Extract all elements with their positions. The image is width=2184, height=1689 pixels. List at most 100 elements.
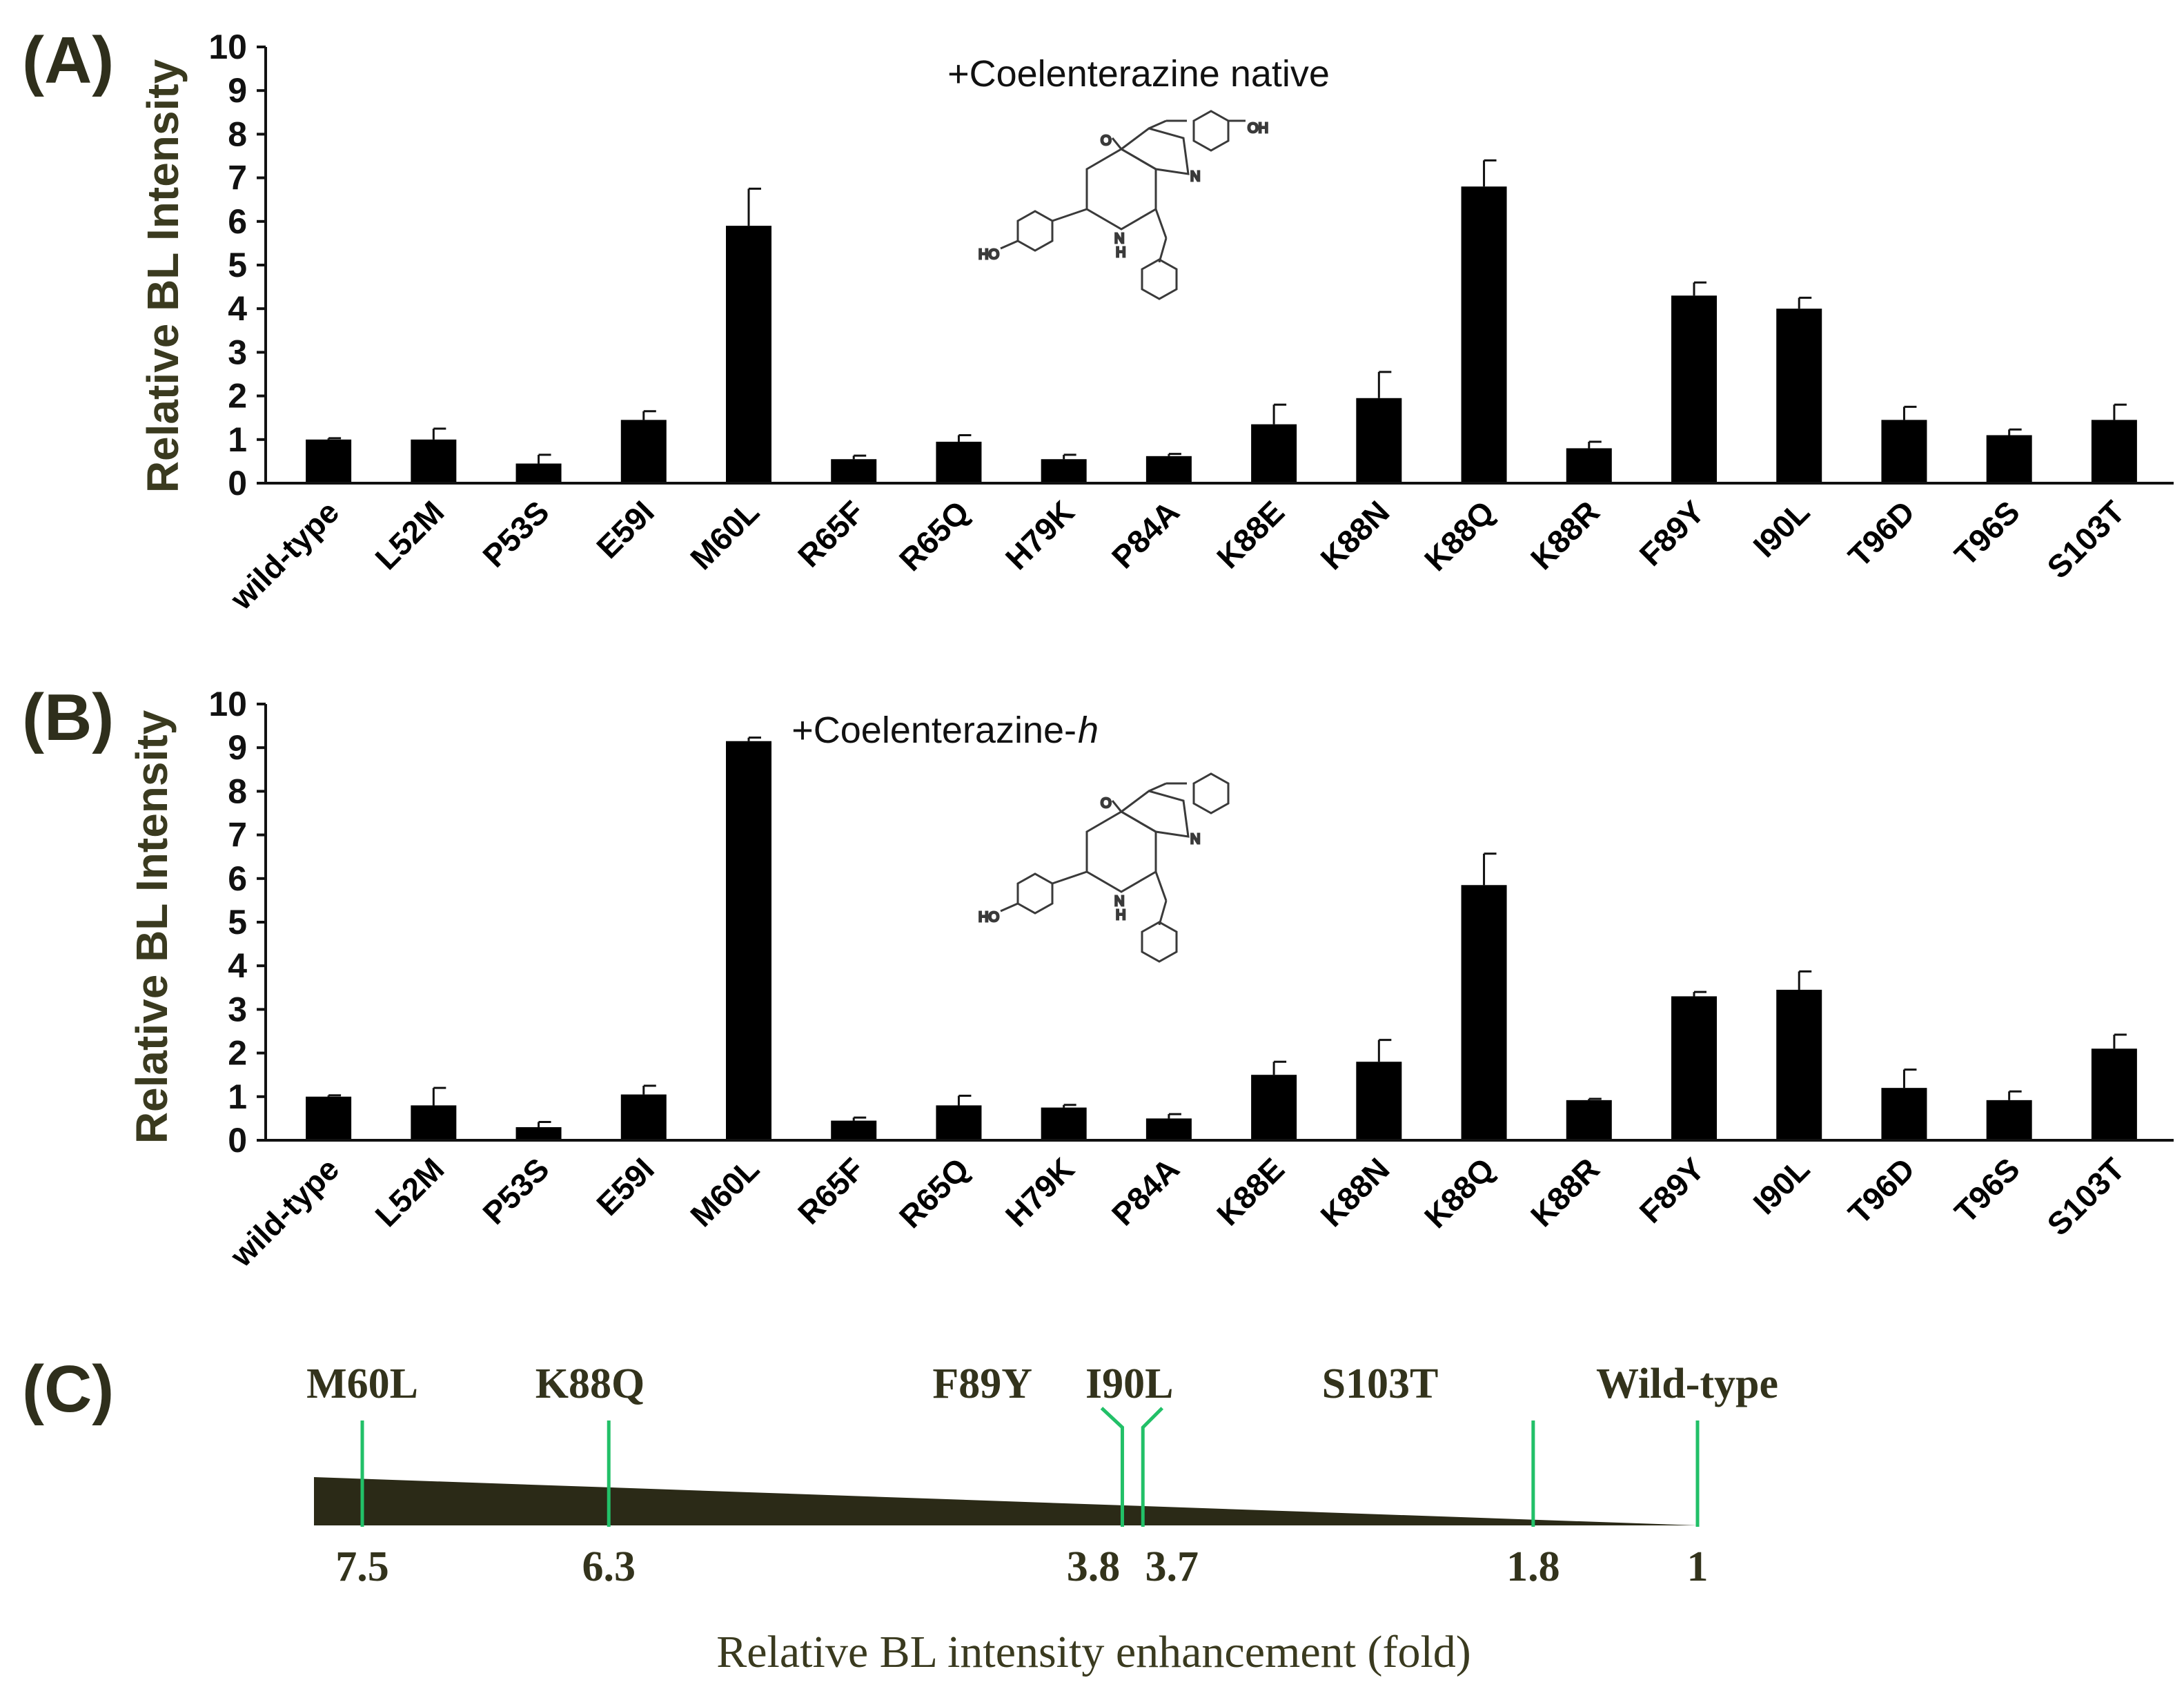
panel-b-category-label: F89Y <box>1633 1151 1712 1230</box>
marker-name-k88q: K88Q <box>535 1360 645 1407</box>
panel-b-category-label: L52M <box>368 1151 451 1233</box>
panel-b-bar-e59i <box>620 1094 667 1140</box>
panel-a-category-label: I90L <box>1746 494 1816 564</box>
panel-b-category-label: H79K <box>998 1151 1081 1233</box>
panel-a-category-label: P84A <box>1105 494 1186 575</box>
panel-b-bar-r65q <box>936 1105 982 1140</box>
panel-b-category-label: R65Q <box>892 1151 976 1235</box>
panel-a-category-labels: wild-type L52M P53S E59I M60L R65F R65Q H79K P84… <box>223 494 2132 616</box>
panel-b-bar-k88r <box>1566 1100 1612 1140</box>
panel-b-y-tick-label: 1 <box>228 1077 247 1116</box>
panel-b-bar-wild-type <box>306 1096 352 1140</box>
molecule-b-hydroxyl-left: HO <box>978 910 999 925</box>
panel-b-bars <box>306 736 2137 1140</box>
panel-b-category-label: T96S <box>1947 1151 2027 1230</box>
panel-a-y-tick-label: 6 <box>228 202 247 241</box>
panel-b-bar-p53s <box>515 1127 562 1140</box>
panel-b-label: (B) <box>22 681 114 754</box>
panel-a-bar-t96s <box>1986 435 2032 483</box>
panel-b-y-tick-label: 9 <box>228 728 247 767</box>
panel-a-category-label: H79K <box>998 494 1081 576</box>
panel-a-category-label: P53S <box>475 494 555 574</box>
molecule-coelenterazine-h: O N N H HO <box>978 772 1230 963</box>
panel-a-bar-e59i <box>620 420 667 483</box>
panel-b-category-label: R65F <box>791 1151 871 1231</box>
panel-a-bar-i90l <box>1776 309 1822 483</box>
molecule-b-oxygen: O <box>1101 796 1112 811</box>
panel-b-y-tick-label: 2 <box>228 1034 247 1073</box>
enhancement-markers: M60L 7.5 K88Q 6.3 F89Y 3.8 I90L 3.7 S103T 1.8 Wild… <box>306 1360 1778 1590</box>
panel-b-category-label: K88N <box>1313 1151 1396 1233</box>
panel-a-category-label: T96D <box>1841 494 1921 574</box>
marker-name-wild-type: Wild-type <box>1596 1360 1778 1407</box>
panel-a-category-label: K88E <box>1210 494 1291 575</box>
marker-name-s103t: S103T <box>1322 1360 1439 1407</box>
marker-fold-k88q: 6.3 <box>582 1543 636 1590</box>
panel-b-category-label: wild-type <box>223 1151 346 1273</box>
panel-b-category-label: S103T <box>2040 1151 2132 1242</box>
panel-a-y-tick-label: 4 <box>228 289 247 328</box>
panel-b-bar-i90l <box>1776 989 1822 1140</box>
molecule-b-amine-h: H <box>1116 908 1125 923</box>
panel-a-category-label: R65F <box>791 494 871 574</box>
molecule-coelenterazine-native: O N N H OH HO <box>978 110 1270 300</box>
molecule-b-nitrogen: N <box>1190 832 1200 847</box>
panel-a-bar-k88n <box>1356 398 1402 483</box>
marker-name-f89y: F89Y <box>932 1360 1032 1407</box>
panel-a-y-ticks: 0 1 2 3 4 5 6 7 8 9 10 <box>208 28 266 502</box>
panel-a-bar-l52m <box>411 439 457 483</box>
panel-b-y-tick-label: 6 <box>228 859 247 898</box>
panel-b-category-label: P84A <box>1105 1151 1186 1232</box>
marker-line-f89y <box>1100 1407 1124 1527</box>
panel-b-category-labels: wild-type L52M P53S E59I M60L R65F R65Q H79K P84… <box>223 1151 2132 1273</box>
panel-b-bar-k88n <box>1356 1062 1402 1140</box>
panel-a-bar-p84a <box>1145 456 1192 483</box>
panel-b-chart-title-italic: h <box>1078 710 1099 751</box>
panel-a: (A) Relative BL Intensity +Coelenterazin… <box>22 23 2174 617</box>
marker-fold-s103t: 1.8 <box>1506 1543 1560 1590</box>
panel-a-category-label: T96S <box>1947 494 2027 573</box>
panel-b-y-ticks: 0 1 2 3 4 5 6 7 8 9 10 <box>208 685 266 1160</box>
panel-b-y-tick-label: 8 <box>228 772 247 810</box>
panel-b-bar-m60l <box>726 741 771 1140</box>
panel-a-bar-m60l <box>726 226 771 483</box>
marker-fold-wild-type: 1 <box>1687 1543 1709 1590</box>
panel-b-category-label: K88E <box>1210 1151 1291 1232</box>
panel-a-y-tick-label: 0 <box>228 464 247 502</box>
panel-b-category-label: M60L <box>683 1151 766 1233</box>
molecule-a-hydroxyl: OH <box>1248 121 1268 136</box>
panel-b-y-tick-label: 5 <box>228 903 247 941</box>
panel-b-bar-p84a <box>1145 1118 1192 1140</box>
panel-b-y-tick-label: 7 <box>228 816 247 855</box>
panel-b-bar-k88q <box>1461 885 1507 1140</box>
panel-c-label: (C) <box>22 1352 114 1426</box>
marker-fold-m60l: 7.5 <box>335 1543 389 1590</box>
panel-b-bar-f89y <box>1671 996 1717 1140</box>
marker-name-i90l: I90L <box>1085 1360 1173 1407</box>
panel-a-bar-r65q <box>936 441 982 483</box>
panel-a-category-label: M60L <box>683 494 766 576</box>
panel-a-bar-f89y <box>1671 295 1717 483</box>
panel-b-category-label: I90L <box>1746 1151 1816 1221</box>
panel-b: (B) Relative BL Intensity +Coelenterazin… <box>22 681 2174 1274</box>
panel-a-bars <box>306 159 2137 483</box>
panel-a-label: (A) <box>22 23 114 97</box>
panel-b-bar-k88e <box>1251 1075 1297 1140</box>
panel-b-category-label: E59I <box>589 1151 661 1222</box>
panel-a-y-tick-label: 10 <box>208 28 247 66</box>
panel-b-y-tick-label: 10 <box>208 685 247 723</box>
panel-a-category-label: K88N <box>1313 494 1396 576</box>
panel-b-bar-r65f <box>831 1120 877 1140</box>
panel-a-category-label: K88R <box>1524 494 1606 576</box>
panel-a-category-label: K88Q <box>1417 494 1502 578</box>
panel-a-y-tick-label: 8 <box>228 115 247 153</box>
panel-b-category-label: K88Q <box>1417 1151 1502 1235</box>
panel-b-category-label: K88R <box>1524 1151 1606 1233</box>
panel-a-bar-p53s <box>515 463 562 483</box>
marker-fold-i90l: 3.7 <box>1145 1543 1199 1590</box>
molecule-a-nitrogen: N <box>1190 169 1200 184</box>
panel-a-category-label: wild-type <box>223 494 346 616</box>
marker-fold-f89y: 3.8 <box>1067 1543 1121 1590</box>
marker-name-m60l: M60L <box>306 1360 418 1407</box>
